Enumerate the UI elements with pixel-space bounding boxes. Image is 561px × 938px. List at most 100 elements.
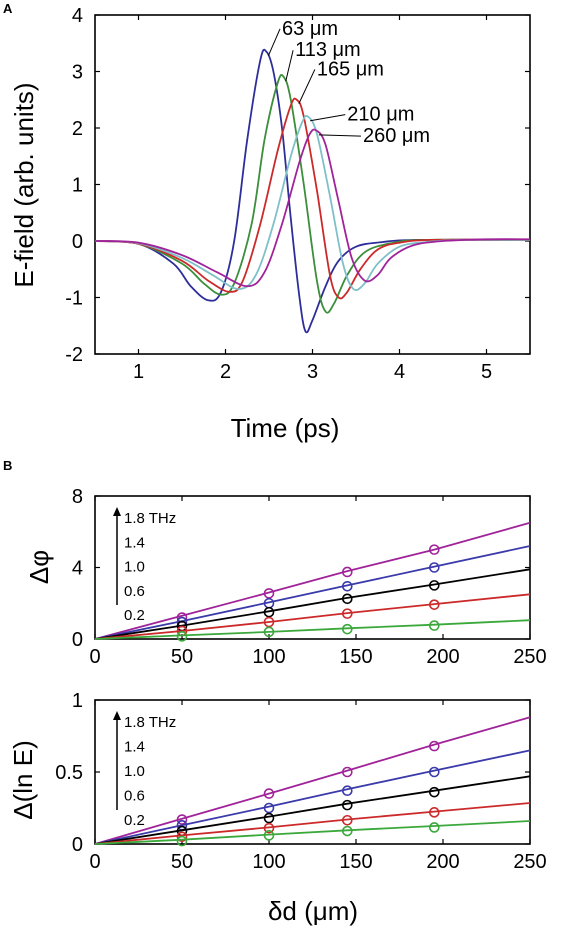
series-line-0-2	[94, 619, 531, 640]
data-point-0-2	[176, 835, 188, 847]
series-line-0-2	[94, 820, 531, 845]
x-tick-label: 100	[252, 851, 285, 873]
data-point-0-6	[263, 616, 275, 628]
frequency-arrow-head-icon	[113, 711, 121, 720]
series-line-113-m	[94, 74, 531, 314]
series-line-63-m	[94, 48, 531, 334]
data-point-1-8-thz	[176, 814, 188, 825]
data-point-1-8-thz	[263, 588, 275, 599]
annotation-label: 210 μm	[347, 104, 414, 126]
data-point-1-8-thz	[341, 766, 353, 778]
y-tick-label: 0	[72, 834, 83, 856]
plot-b-phase-series	[94, 521, 531, 642]
y-tick-label: 3	[72, 62, 83, 84]
data-point-0-6	[263, 822, 275, 834]
frequency-label: 1.0	[124, 559, 145, 576]
x-tick-label: 150	[339, 646, 372, 668]
y-tick-label: 0	[72, 629, 83, 651]
data-point-0-2	[428, 620, 440, 631]
frequency-label: 1.4	[124, 739, 145, 756]
plot-a-series	[94, 48, 531, 334]
x-tick-label: 150	[339, 851, 372, 873]
plot-b-phase: 0 50 100 150 200 250 0 4 8 1.8 THz 1.4 1.0 0.6 0.2 Δ…	[24, 486, 547, 668]
data-point-1-0	[341, 799, 353, 811]
plot-b-lne-ylabel: Δ(ln E)	[8, 740, 38, 820]
frequency-arrow-head-icon	[113, 507, 121, 516]
annotation-label: 165 μm	[317, 58, 384, 80]
series-line-260-m	[94, 128, 531, 288]
y-tick-label: -2	[65, 344, 83, 366]
frequency-label: 0.2	[124, 812, 145, 829]
data-point-0-2	[341, 623, 353, 635]
plot-a-ticks: 1 2 3 4 5 -2 -1 0 1 2 3 4	[65, 5, 530, 383]
x-tick-label: 50	[171, 851, 193, 873]
data-point-1-4	[263, 802, 275, 814]
series-line-165-m	[94, 97, 531, 300]
frequency-label: 1.8 THz	[124, 714, 176, 731]
data-point-0-6	[428, 807, 440, 818]
x-tick-label: 100	[252, 646, 285, 668]
y-tick-label: 0.5	[55, 762, 83, 784]
x-tick-label: 1	[133, 361, 144, 383]
x-tick-label: 250	[513, 851, 546, 873]
x-tick-label: 3	[307, 361, 318, 383]
annotation-leader	[298, 69, 316, 104]
plot-b-phase-frequency-labels: 1.8 THz 1.4 1.0 0.6 0.2	[113, 507, 176, 624]
annotation-leader	[318, 134, 361, 137]
data-point-0-6	[176, 831, 188, 843]
data-point-1-0	[263, 606, 275, 618]
data-point-0-2	[341, 825, 353, 837]
series-line-1-4	[94, 749, 531, 845]
annotation-label: 113 μm	[295, 39, 361, 61]
y-tick-label: 2	[72, 118, 83, 140]
data-point-1-0	[428, 786, 440, 798]
x-tick-label: 0	[89, 851, 100, 873]
data-point-1-0	[428, 580, 440, 591]
x-tick-label: 200	[426, 851, 459, 873]
x-tick-label: 50	[171, 646, 193, 668]
data-point-1-4	[341, 580, 353, 592]
x-tick-label: 250	[513, 646, 546, 668]
series-line-1-4	[94, 545, 531, 640]
y-tick-label: 4	[72, 558, 83, 580]
plot-a-ylabel: E-field (arb. units)	[9, 82, 39, 287]
annotation-leader	[267, 28, 281, 56]
plot-b-lne-ticks: 0 50 100 150 200 250 0 0.5 1	[55, 690, 547, 873]
y-tick-label: 0	[72, 231, 83, 253]
data-point-0-2	[428, 822, 440, 833]
plot-b-lne-xlabel: δd (μm)	[268, 896, 358, 926]
y-tick-label: 1	[72, 175, 83, 197]
frequency-label: 1.0	[124, 763, 145, 780]
data-point-1-8-thz	[428, 740, 440, 752]
plot-b-phase-ticks: 0 50 100 150 200 250 0 4 8	[72, 486, 547, 668]
series-line-0-6	[94, 802, 531, 845]
series-line-1-8-thz	[94, 716, 531, 845]
plot-a-xlabel: Time (ps)	[231, 413, 340, 443]
x-tick-label: 4	[394, 361, 405, 383]
data-point-1-4	[428, 766, 440, 778]
data-point-0-6	[341, 814, 353, 826]
y-tick-label: 8	[72, 486, 83, 508]
x-tick-label: 5	[481, 361, 492, 383]
data-point-1-0	[263, 812, 275, 824]
x-tick-label: 0	[89, 646, 100, 668]
y-tick-label: 4	[72, 5, 83, 27]
series-line-1-0	[94, 568, 531, 640]
annotation-label: 63 μm	[282, 18, 338, 40]
series-line-1-0	[94, 775, 531, 845]
frequency-label: 1.4	[124, 534, 145, 551]
y-tick-label: 1	[72, 690, 83, 712]
panel-letter-b: B	[3, 458, 12, 473]
plot-b-lne: 0 50 100 150 200 250 0 0.5 1 1.8 THz 1.4 1.0 0.6 0.2…	[8, 690, 547, 926]
annotation-label: 260 μm	[363, 125, 430, 147]
x-tick-label: 200	[426, 646, 459, 668]
plot-a-frame	[94, 14, 531, 355]
data-point-1-4	[428, 562, 440, 573]
annotation-leader	[285, 50, 294, 82]
series-line-210-m	[94, 114, 531, 291]
frequency-label: 0.6	[124, 788, 145, 805]
series-line-0-6	[94, 593, 531, 640]
frequency-label: 1.8 THz	[124, 510, 176, 527]
